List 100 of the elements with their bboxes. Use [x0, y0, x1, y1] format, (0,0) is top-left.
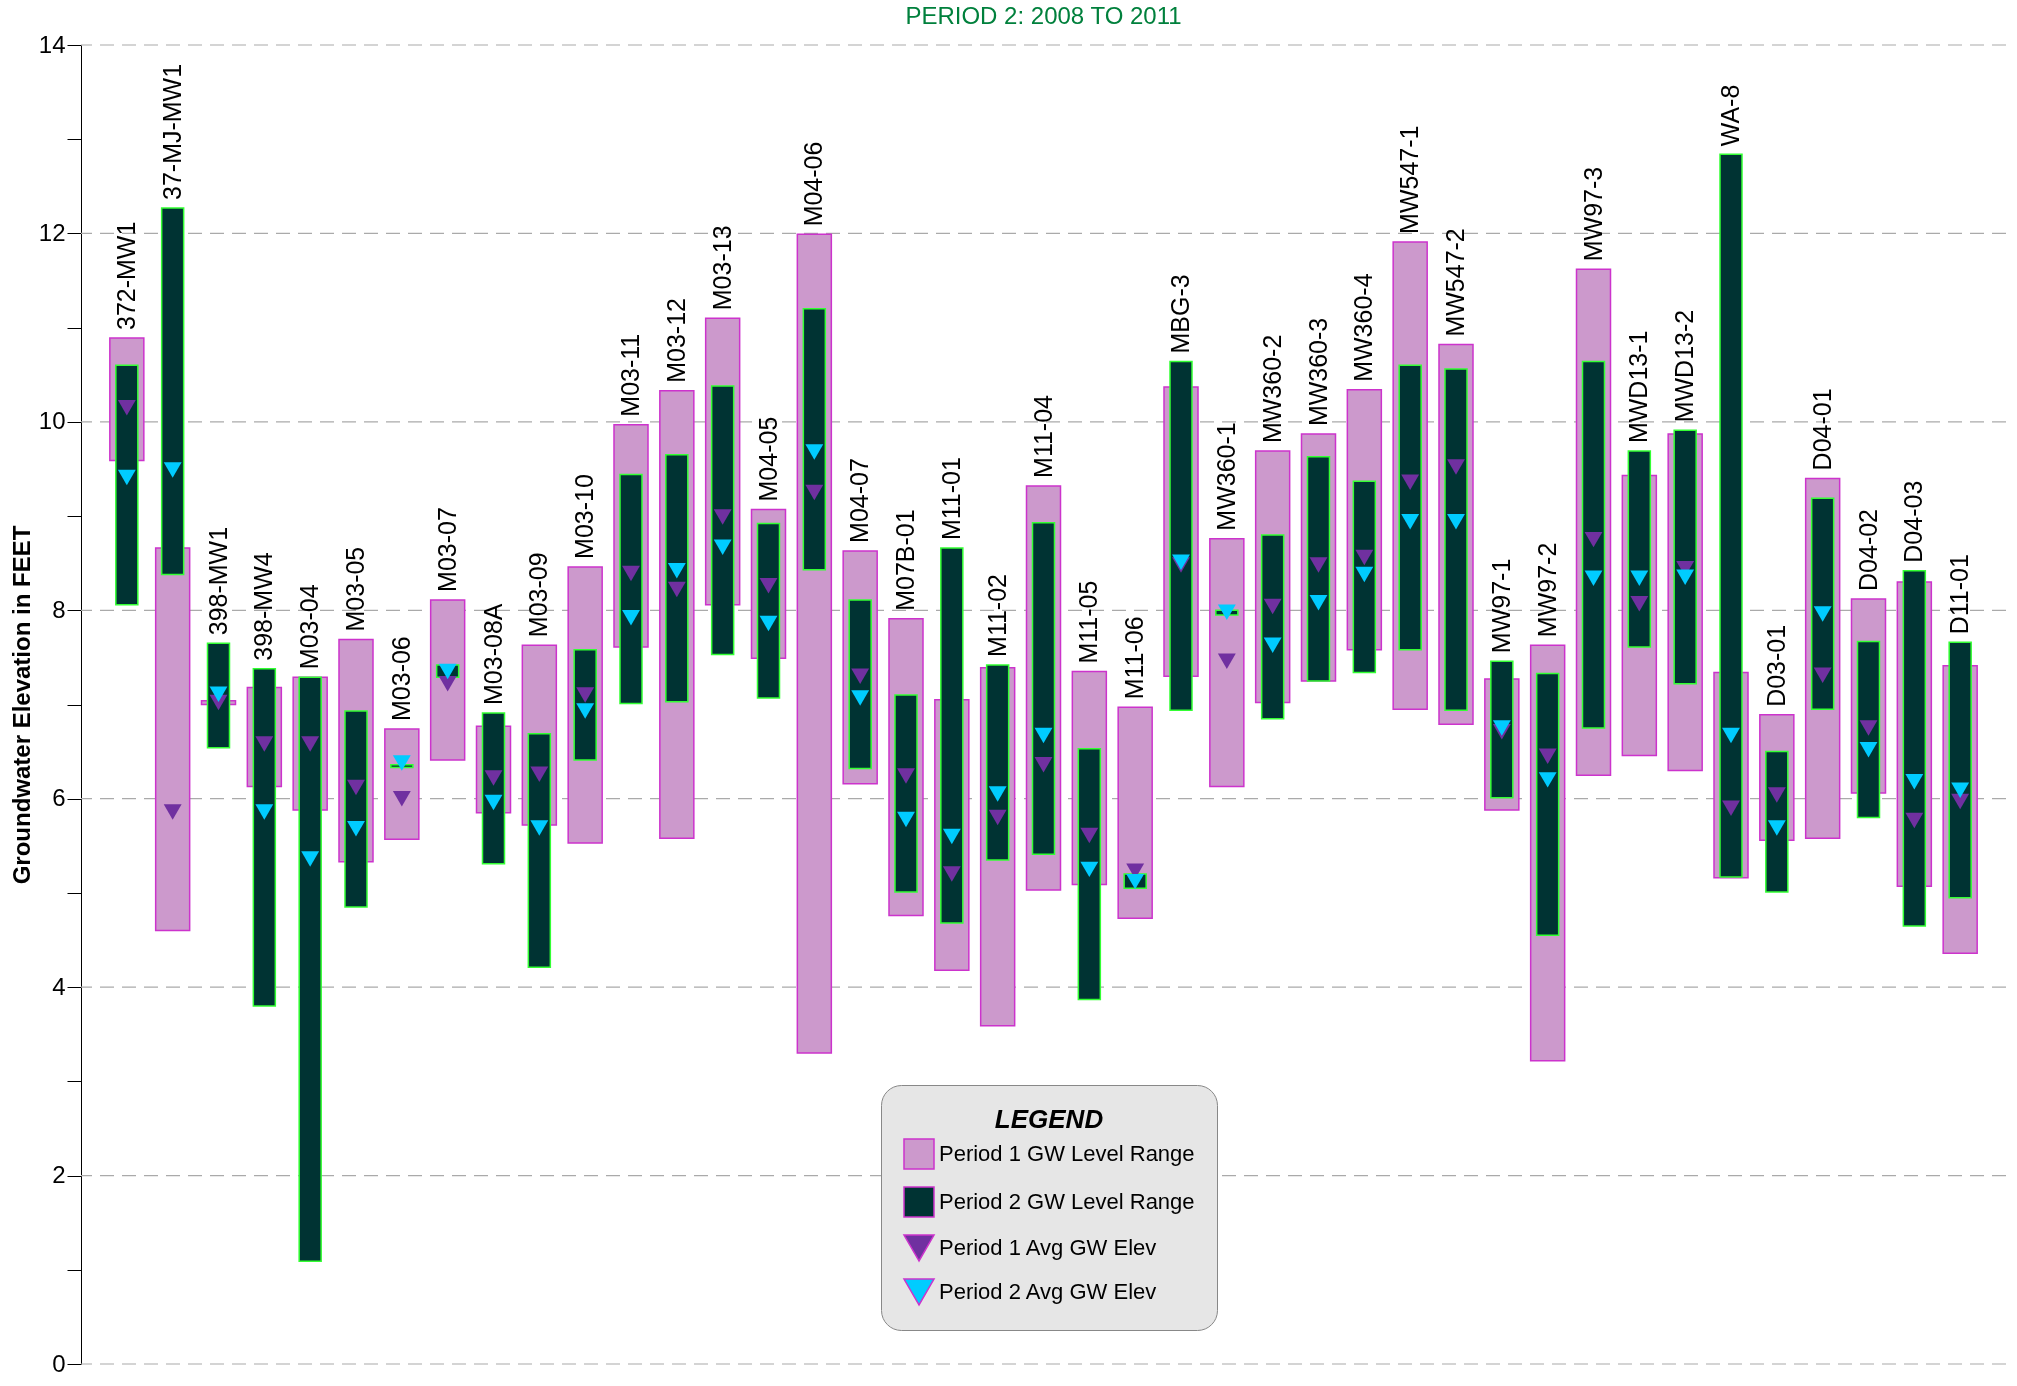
x-tick-label: MW97-2: [1532, 542, 1561, 638]
point: [1034, 757, 1053, 773]
x-tick-label: M03-11: [616, 333, 644, 417]
x-tick-label: M07B-01: [891, 509, 919, 611]
point: [1401, 474, 1420, 490]
point: [1538, 748, 1557, 765]
point: [1034, 727, 1053, 744]
x-tick-label: MW360-4: [1349, 273, 1378, 382]
x-tick-label: D04-01: [1807, 388, 1836, 471]
point: [805, 444, 824, 460]
point: [713, 509, 732, 525]
point: [163, 804, 182, 820]
bar: [429, 599, 466, 761]
x-tick-label: MW97-1: [1486, 558, 1515, 654]
bar: [252, 667, 277, 1007]
point: [1905, 774, 1924, 790]
point: [255, 736, 274, 752]
x-tick-label: MW360-1: [1211, 422, 1240, 531]
point: [942, 828, 961, 845]
point: [163, 462, 182, 478]
legend-title: LEGEND: [994, 1104, 1104, 1134]
point: [1401, 513, 1420, 530]
bar: [1810, 497, 1835, 710]
point: [942, 866, 961, 882]
bar: [894, 694, 918, 893]
bar: [1535, 672, 1560, 937]
x-tick-label: M03-08A: [478, 603, 507, 705]
bar: [481, 712, 506, 865]
x-tick-label: 372-MW1: [111, 221, 140, 331]
chart-title: PERIOD 2: 2008 TO 2011: [905, 2, 1182, 29]
bar: [1077, 748, 1102, 1001]
bar: [756, 522, 781, 699]
bar: [1719, 153, 1743, 878]
bar: [985, 664, 1010, 861]
bar: [1117, 706, 1153, 920]
x-tick-label: MW547-1: [1395, 125, 1424, 234]
point: [1767, 820, 1786, 836]
x-tick-label: MWD13-1: [1624, 330, 1653, 444]
legend-label: Period 2 GW Level Range: [939, 1189, 1195, 1214]
x-tick-label: M04-07: [845, 458, 874, 543]
point: [988, 809, 1007, 826]
x-tick-label: M04-05: [753, 416, 782, 502]
x-tick-label: M11-04: [1028, 394, 1057, 478]
point: [1080, 861, 1099, 878]
bar: [1444, 368, 1468, 711]
point: [255, 804, 274, 820]
point: [1263, 598, 1282, 615]
point: [530, 766, 549, 782]
point: [484, 794, 503, 811]
point: [576, 687, 595, 703]
legend-label: Period 1 GW Level Range: [939, 1141, 1195, 1166]
point: [1813, 667, 1832, 684]
bar: [1490, 660, 1514, 799]
point: [438, 676, 457, 692]
bar: [1627, 450, 1652, 648]
point: [1951, 782, 1970, 798]
point: [851, 668, 870, 684]
bar: [1306, 455, 1331, 682]
point: [301, 736, 320, 752]
point: [1447, 459, 1465, 475]
bar: [848, 599, 872, 770]
point: [576, 703, 595, 719]
x-tick-label: M11-05: [1074, 580, 1103, 664]
x-tick-label: 37-MJ-MW1: [157, 63, 186, 200]
x-tick-label: 398-MW4: [249, 552, 278, 661]
x-tick-label: M03-05: [341, 546, 369, 632]
point: [1722, 800, 1740, 816]
point: [1630, 595, 1649, 612]
point: [1630, 570, 1649, 586]
point: [759, 578, 778, 594]
y-tick-label: 6: [52, 784, 66, 812]
point: [1355, 566, 1374, 583]
x-tick-label: D04-02: [1853, 508, 1882, 591]
point: [392, 755, 411, 771]
point: [1584, 570, 1603, 586]
point: [667, 581, 686, 598]
bar: [665, 454, 689, 703]
point: [1676, 569, 1695, 586]
point: [1859, 741, 1878, 758]
point: [1584, 531, 1603, 548]
x-tick-label: M11-01: [936, 457, 965, 541]
bar: [1209, 537, 1245, 788]
point: [1722, 727, 1740, 744]
point: [209, 686, 228, 702]
y-tick-label: 4: [52, 972, 66, 1000]
point: [392, 790, 411, 807]
x-tick-label: M04-06: [799, 141, 828, 227]
x-tick-label: M11-06: [1120, 616, 1149, 700]
bar: [298, 676, 322, 1263]
y-axis-title: Groundwater Elevation in FEET: [7, 525, 35, 885]
point: [1309, 595, 1328, 611]
point: [713, 539, 732, 555]
point: [347, 821, 365, 837]
point: [1538, 772, 1557, 788]
point: [1309, 557, 1328, 573]
point: [667, 562, 686, 579]
point: [1217, 604, 1236, 620]
bar: [802, 308, 827, 571]
x-tick-label: MBG-3: [1166, 274, 1194, 354]
point: [1492, 720, 1511, 736]
